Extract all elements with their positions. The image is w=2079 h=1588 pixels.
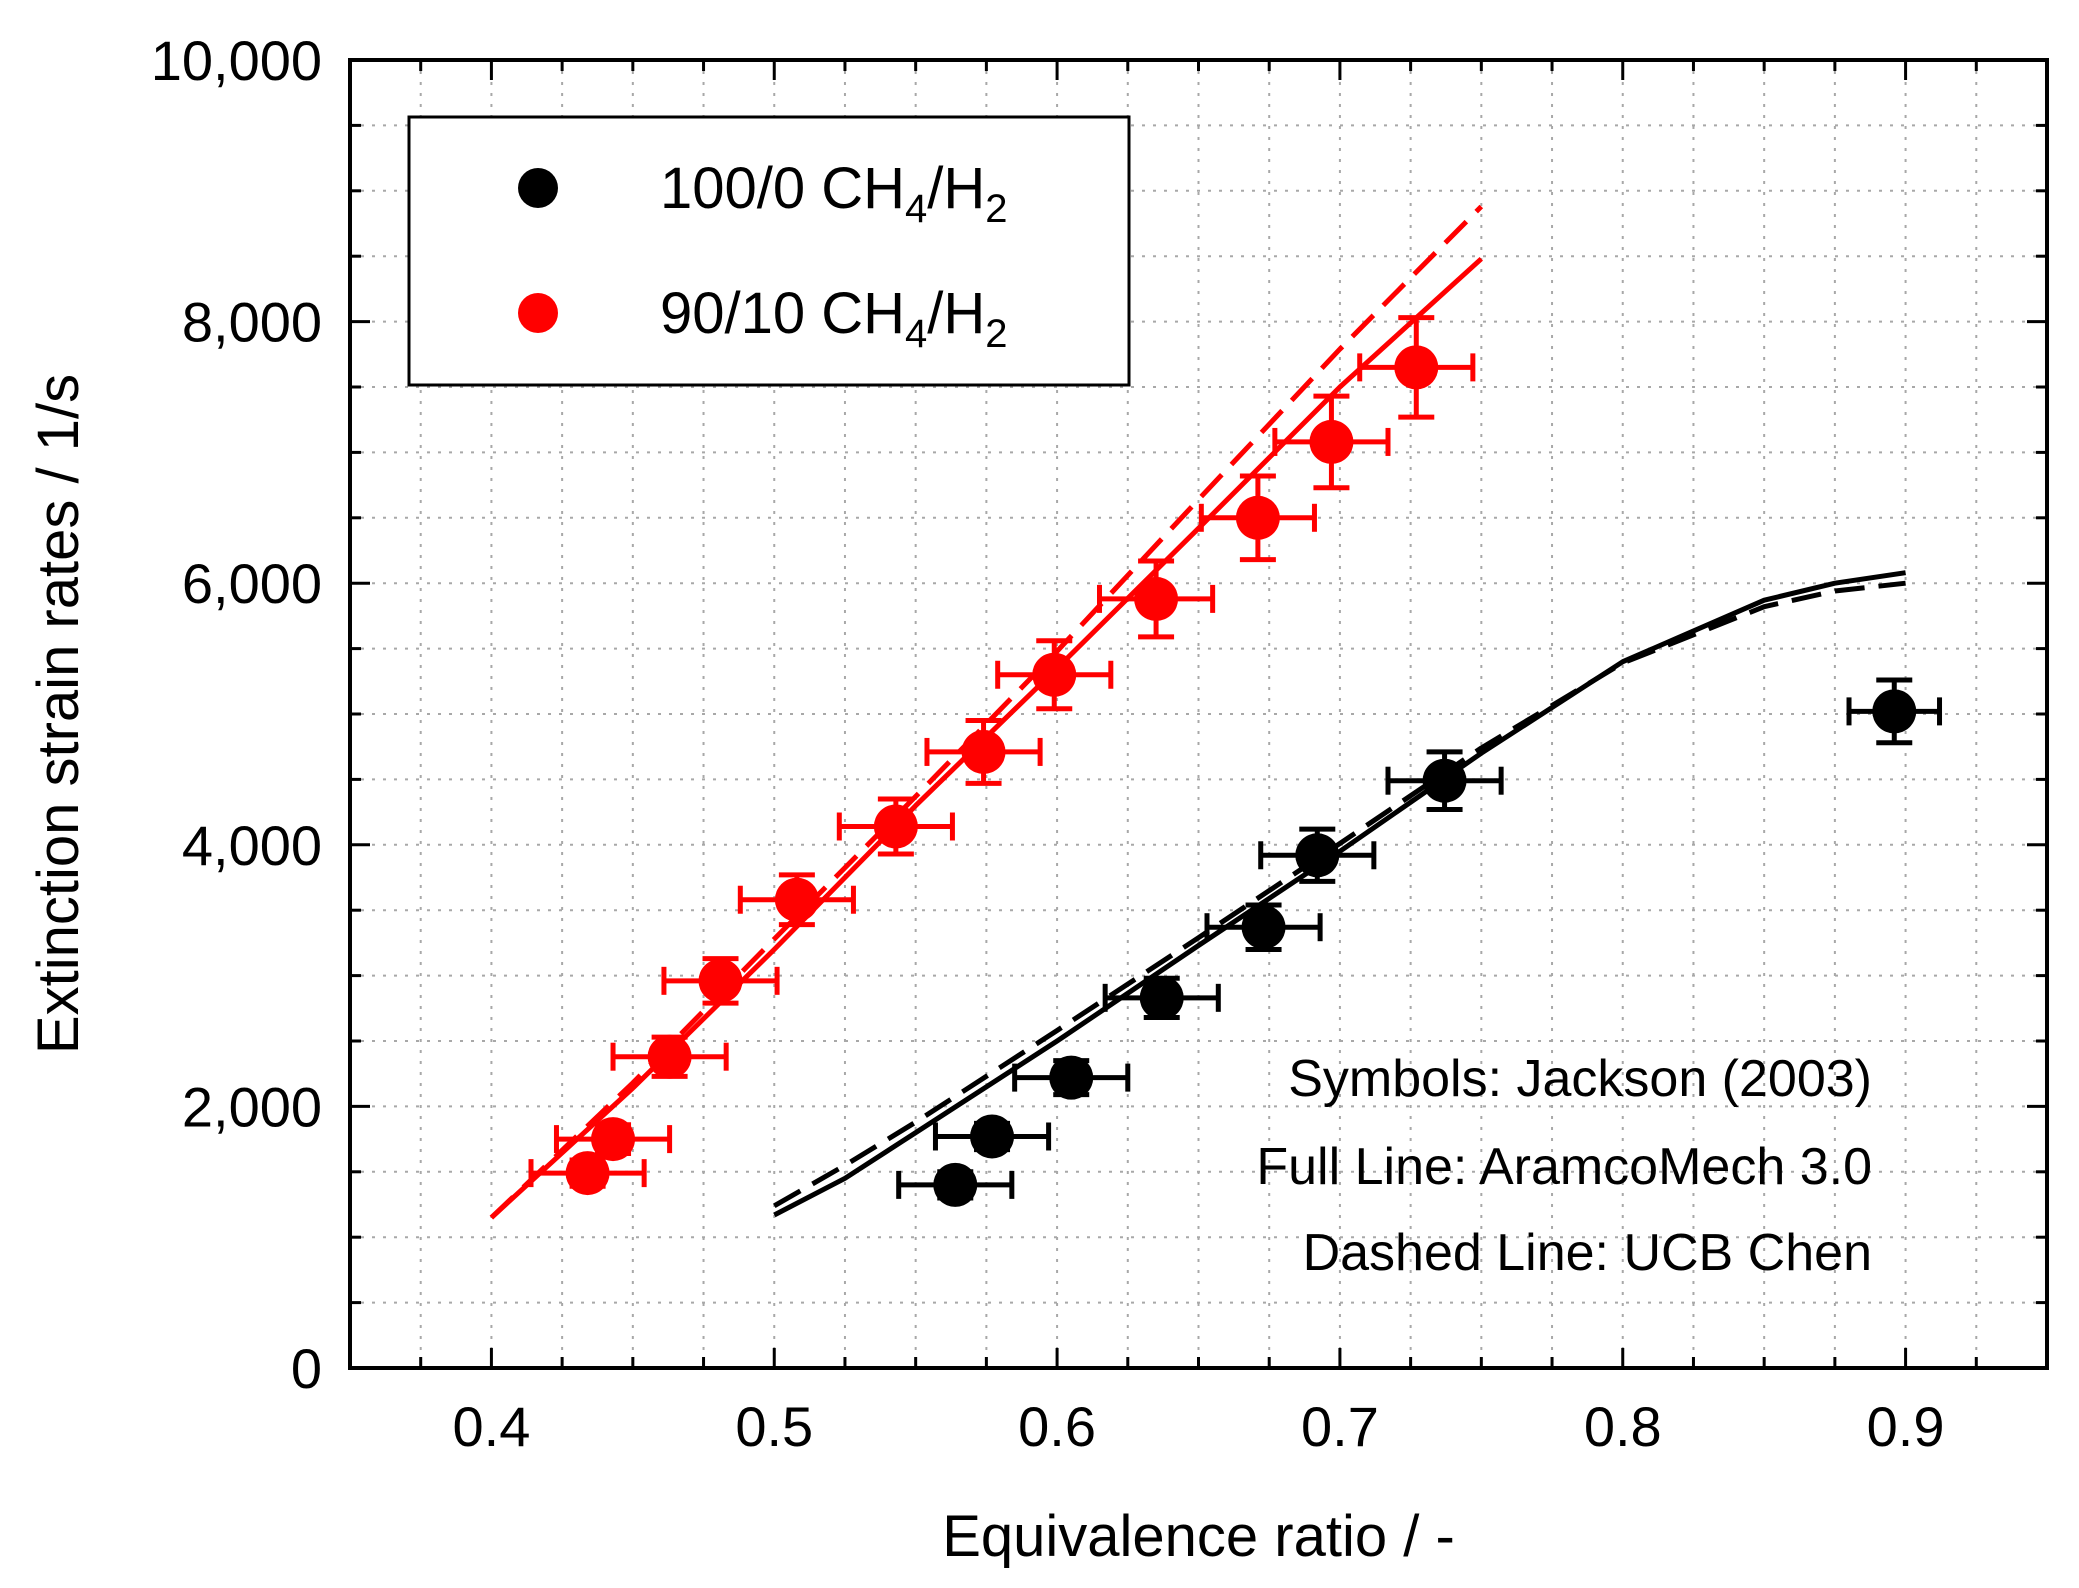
red-point bbox=[1032, 652, 1077, 697]
red-point-group bbox=[1272, 393, 1391, 491]
black-point-group bbox=[1385, 749, 1504, 812]
x-tick-label: 0.7 bbox=[1301, 1395, 1379, 1458]
black-point bbox=[1295, 833, 1340, 878]
red-point bbox=[1235, 495, 1280, 540]
black-point-group bbox=[932, 1114, 1052, 1159]
axis-ticks bbox=[348, 58, 2049, 1370]
red-point bbox=[961, 729, 1006, 774]
y-tick-label: 6,000 bbox=[182, 552, 322, 615]
legend-label-90-10-sub2: 2 bbox=[985, 312, 1007, 356]
red-point bbox=[698, 958, 743, 1003]
x-axis-label: Equivalence ratio / - bbox=[942, 1504, 1455, 1569]
100-0-ucb-chen-line bbox=[773, 580, 1906, 1208]
annotation-symbols: Symbols: Jackson (2003) bbox=[1288, 1050, 1872, 1108]
y-tick-label: 2,000 bbox=[182, 1075, 322, 1138]
red-point-group bbox=[661, 956, 780, 1006]
y-tick-label: 0 bbox=[291, 1337, 322, 1400]
red-point bbox=[565, 1151, 610, 1196]
legend-label-90-10-mid: /H bbox=[927, 281, 985, 346]
x-tick-label: 0.6 bbox=[1018, 1395, 1096, 1458]
y-tick-labels: 0 2,000 4,000 6,000 8,000 10,000 bbox=[151, 29, 322, 1400]
100-0-aramcomech-3-0-line bbox=[773, 570, 1906, 1218]
legend-label-90-10: 90/10 CH4/H2 bbox=[660, 281, 1008, 356]
red-point bbox=[873, 804, 918, 849]
red-point-group bbox=[737, 872, 856, 928]
legend-label-100-0: 100/0 CH4/H2 bbox=[660, 156, 1008, 231]
red-point-group bbox=[924, 718, 1043, 786]
y-tick-label: 8,000 bbox=[182, 291, 322, 354]
annotation-full-line: Full Line: AramcoMech 3.0 bbox=[1256, 1138, 1872, 1196]
red-point-group bbox=[995, 638, 1114, 712]
red-point bbox=[1309, 419, 1354, 464]
red-point-group bbox=[528, 1151, 647, 1196]
x-tick-label: 0.8 bbox=[1584, 1395, 1662, 1458]
grid bbox=[350, 60, 2047, 1368]
black-point-group bbox=[1258, 826, 1377, 884]
legend-marker-100-0 bbox=[518, 168, 558, 208]
black-point bbox=[1049, 1055, 1094, 1100]
legend-box bbox=[407, 115, 1131, 387]
black-point bbox=[1139, 975, 1184, 1020]
annotation-dashed-line: Dashed Line: UCB Chen bbox=[1303, 1224, 1872, 1282]
red-point-group bbox=[1357, 315, 1476, 420]
black-point-group bbox=[1102, 975, 1221, 1020]
legend: 100/0 CH4/H2 90/10 CH4/H2 bbox=[407, 115, 1131, 387]
black-point bbox=[1422, 758, 1467, 803]
x-tick-label: 0.9 bbox=[1867, 1395, 1945, 1458]
black-point-group bbox=[1012, 1055, 1131, 1100]
red-point-group bbox=[836, 796, 955, 857]
legend-marker-90-10 bbox=[518, 293, 558, 333]
legend-label-100-0-sub1: 4 bbox=[905, 187, 927, 231]
red-point bbox=[774, 877, 819, 922]
legend-label-90-10-sub1: 4 bbox=[905, 312, 927, 356]
red-point bbox=[1394, 345, 1439, 390]
x-tick-labels: 0.4 0.5 0.6 0.7 0.8 0.9 bbox=[452, 1395, 1944, 1458]
legend-label-100-0-mid: /H bbox=[927, 156, 985, 221]
red-point bbox=[1134, 576, 1179, 621]
x-tick-label: 0.5 bbox=[735, 1395, 813, 1458]
black-point bbox=[970, 1114, 1015, 1159]
black-point-group bbox=[896, 1162, 1015, 1207]
series-layer bbox=[489, 204, 1943, 1220]
black-point bbox=[933, 1162, 978, 1207]
legend-label-90-10-main: 90/10 CH bbox=[660, 281, 905, 346]
x-tick-label: 0.4 bbox=[452, 1395, 530, 1458]
red-point-group bbox=[1097, 558, 1216, 640]
black-point bbox=[1241, 905, 1286, 950]
y-tick-label: 10,000 bbox=[151, 29, 322, 92]
black-point bbox=[1872, 689, 1917, 734]
y-tick-label: 4,000 bbox=[182, 814, 322, 877]
black-point-group bbox=[1204, 902, 1323, 952]
red-point-group bbox=[610, 1034, 729, 1079]
annotations: Symbols: Jackson (2003) Full Line: Aramc… bbox=[1256, 1050, 1872, 1282]
red-point-group bbox=[1198, 473, 1317, 563]
red-point bbox=[591, 1117, 636, 1162]
legend-label-100-0-main: 100/0 CH bbox=[660, 156, 905, 221]
red-point-group bbox=[553, 1117, 673, 1162]
legend-label-100-0-sub2: 2 bbox=[985, 187, 1007, 231]
black-point-group bbox=[1846, 677, 1943, 746]
y-axis-label: Extinction strain rates / 1/s bbox=[26, 374, 91, 1054]
red-point bbox=[647, 1034, 692, 1079]
